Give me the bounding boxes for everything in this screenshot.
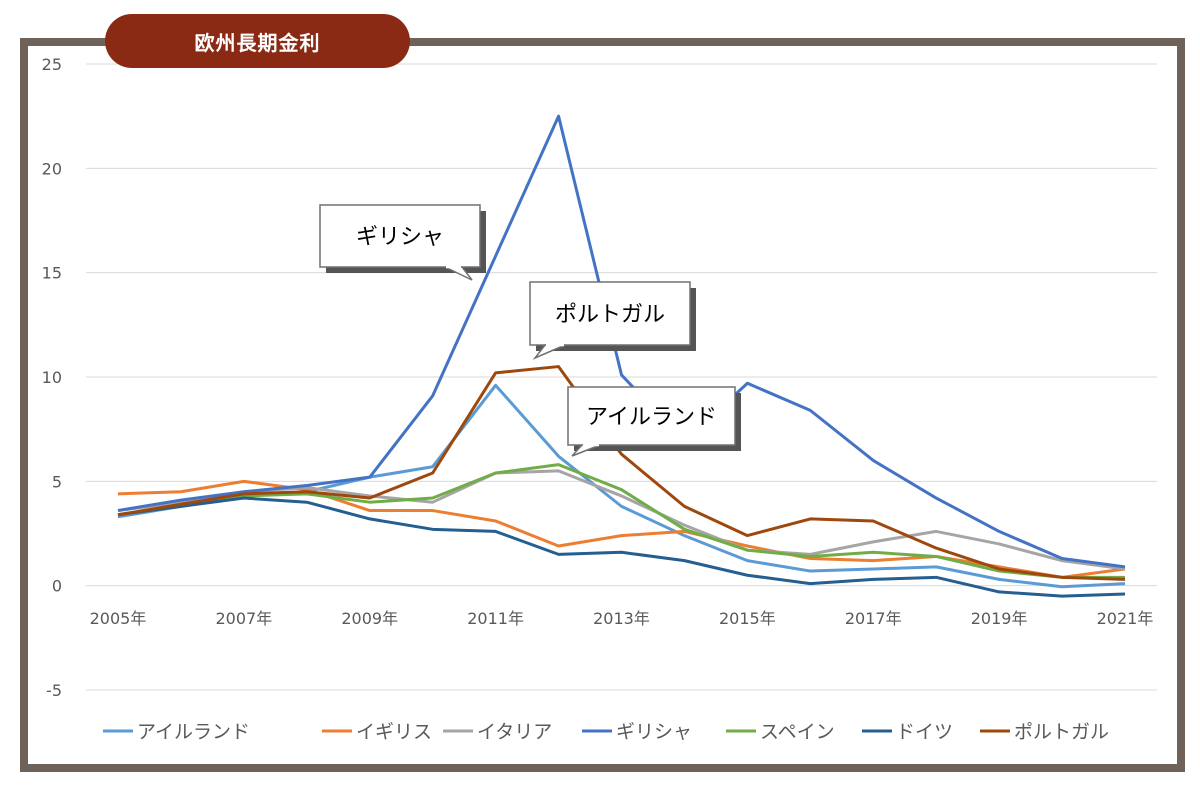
legend-item: アイルランド [103,721,250,743]
legend-label: イタリア [477,721,552,743]
callout-2: アイルランド [567,386,741,457]
x-tick-label: 2005年 [90,609,147,628]
callout-label: ギリシャ [356,225,444,250]
x-tick-label: 2021年 [1097,609,1154,628]
x-tick-label: 2017年 [845,609,902,628]
series-line [117,496,1126,598]
y-tick-label: 0 [52,577,62,596]
legend-label: ギリシャ [616,721,692,743]
callout-box [529,281,691,346]
x-tick-label: 2007年 [216,609,273,628]
legend-label: ドイツ [896,721,953,743]
legend-item: イタリア [443,721,552,743]
legend-item: ギリシャ [582,721,692,743]
y-tick-label: 5 [52,472,62,491]
legend-item: ドイツ [862,721,953,743]
legend-label: イギリス [356,721,432,743]
x-tick-label: 2019年 [971,609,1028,628]
callout-label: アイルランド [586,405,717,430]
x-tick-label: 2013年 [593,609,650,628]
y-tick-label: 10 [42,368,62,387]
series-3 [117,114,1126,569]
legend-label: スペイン [760,721,835,743]
series-4 [117,463,1126,579]
legend-item: スペイン [726,721,835,743]
callout-1: ポルトガル [529,281,696,360]
x-tick-label: 2015年 [719,609,776,628]
legend-label: ポルトガル [1014,721,1109,743]
x-tick-label: 2009年 [341,609,398,628]
callout-box [567,386,736,446]
callout-box [319,204,481,268]
legend-item: イギリス [322,721,432,743]
y-tick-label: 15 [42,264,62,283]
series-6 [117,365,1126,581]
series-5 [117,496,1126,598]
legend-item: ポルトガル [980,721,1109,743]
y-tick-label: 20 [42,159,62,178]
y-tick-label: 25 [42,55,62,74]
callout-0: ギリシャ [319,204,486,281]
y-tick-label: -5 [46,681,62,700]
x-tick-label: 2011年 [467,609,524,628]
legend-label: アイルランド [137,721,250,743]
chart-title: 欧州長期金利 [105,14,410,68]
callout-label: ポルトガル [555,303,665,328]
